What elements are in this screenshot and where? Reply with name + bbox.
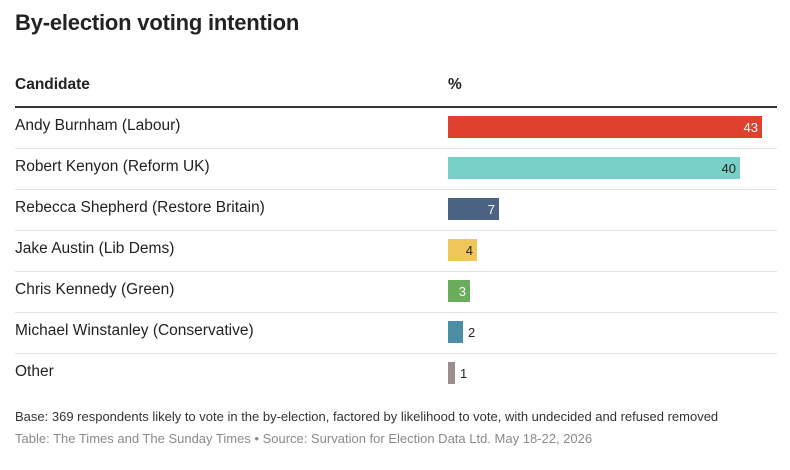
table-row: Rebecca Shepherd (Restore Britain) 7 (15, 190, 777, 231)
candidate-label: Chris Kennedy (Green) (15, 281, 175, 298)
value-label: 7 (487, 202, 495, 217)
candidate-label: Robert Kenyon (Reform UK) (15, 158, 210, 175)
bar (448, 198, 499, 220)
column-header-candidate: Candidate (15, 76, 90, 93)
table-row: Chris Kennedy (Green) 3 (15, 272, 777, 313)
chart-title: By-election voting intention (15, 10, 300, 35)
column-header-percent: % (448, 76, 462, 93)
candidate-label: Michael Winstanley (Conservative) (15, 322, 254, 339)
candidate-label: Jake Austin (Lib Dems) (15, 240, 175, 257)
table-row: Robert Kenyon (Reform UK) 40 (15, 149, 777, 190)
bar-table: Andy Burnham (Labour) 43 Robert Kenyon (Re… (0, 108, 790, 394)
footnote-source: Table: The Times and The Sunday Times • … (15, 431, 593, 446)
value-label: 2 (468, 325, 476, 340)
value-label: 40 (721, 161, 736, 176)
value-label: 4 (465, 243, 473, 258)
value-label: 1 (460, 366, 468, 381)
bar (448, 280, 470, 302)
candidate-label: Other (15, 363, 54, 380)
header-divider (15, 106, 777, 108)
candidate-label: Andy Burnham (Labour) (15, 117, 181, 134)
footnote-base: Base: 369 respondents likely to vote in … (15, 409, 719, 424)
table-row: Andy Burnham (Labour) 43 (15, 108, 777, 149)
value-label: 3 (458, 284, 466, 299)
candidate-label: Rebecca Shepherd (Restore Britain) (15, 199, 265, 216)
bar (448, 321, 463, 343)
value-label: 43 (743, 120, 758, 135)
bar (448, 362, 455, 384)
table-row: Jake Austin (Lib Dems) 4 (15, 231, 777, 272)
bar (448, 116, 762, 138)
table-row: Michael Winstanley (Conservative) 2 (15, 313, 777, 354)
bar (448, 239, 477, 261)
bar (448, 157, 740, 179)
table-row: Other 1 (15, 354, 777, 394)
